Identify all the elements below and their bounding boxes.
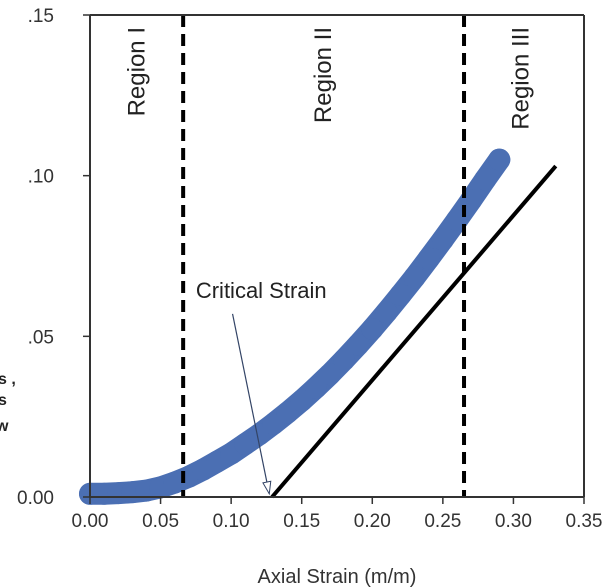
x-tick-label-3: 0.15: [283, 511, 320, 532]
data-point-17: [318, 363, 341, 386]
region-label-1: Region I: [124, 27, 151, 116]
x-tick-label-6: 0.30: [495, 511, 532, 532]
x-tick-label-0: 0.00: [72, 511, 109, 532]
data-point-23: [403, 266, 426, 289]
annotation-arrow-head: [262, 480, 272, 496]
annotation-critical-strain: Critical Strain: [196, 278, 327, 303]
region-label-3: Region III: [507, 27, 534, 130]
x-tick-label-4: 0.20: [354, 511, 391, 532]
data-point-22: [389, 283, 412, 306]
x-tick-label-2: 0.10: [213, 511, 250, 532]
plot-area: [79, 15, 558, 505]
x-tick-label-5: 0.25: [424, 511, 461, 532]
data-point-16: [304, 376, 327, 399]
data-point-28: [474, 168, 497, 191]
region-label-2: Region II: [310, 27, 337, 123]
y-tick-label-3: .15: [28, 6, 54, 27]
data-band: [79, 148, 511, 505]
y-tick-label-0: 0.00: [17, 488, 54, 509]
fit-line: [270, 164, 558, 499]
axes: [83, 14, 585, 504]
data-point-20: [361, 317, 384, 340]
data-point-25: [431, 228, 454, 251]
x-tick-label-7: 0.35: [566, 511, 603, 532]
x-tick-label-1: 0.05: [142, 511, 179, 532]
data-point-18: [333, 348, 356, 371]
data-point-15: [290, 389, 313, 412]
y-label-fragment-2: s: [0, 392, 7, 409]
x-axis-title: Axial Strain (m/m): [258, 566, 417, 588]
data-point-19: [347, 333, 370, 356]
data-point-29: [488, 148, 511, 171]
y-label-fragment-3: w: [0, 418, 9, 435]
annotation-arrow-shaft: [231, 313, 270, 494]
data-point-24: [417, 247, 440, 270]
y-tick-label-1: .05: [28, 327, 54, 348]
y-label-fragment-1: s ,: [0, 371, 16, 388]
data-point-21: [375, 301, 398, 324]
y-tick-label-2: .10: [28, 167, 54, 188]
labels: Critical Strain Region I Region II Region I…: [0, 6, 602, 588]
